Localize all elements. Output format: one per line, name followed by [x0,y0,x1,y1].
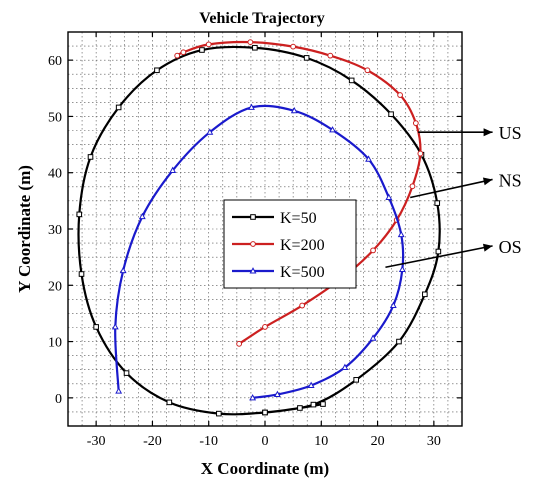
legend-label: K=50 [280,210,317,227]
data-point [389,301,397,309]
x-tick-label: 30 [427,434,441,449]
data-point [123,370,130,376]
y-tick-label: 60 [48,54,62,69]
annotation-arrow-head [482,177,493,186]
y-tick-label: 0 [55,392,62,407]
series-1 [76,44,442,417]
data-point [422,291,428,298]
data-point [369,334,377,341]
data-point [290,106,298,114]
data-point [307,381,315,388]
data-point [206,128,214,135]
data-point [409,183,416,190]
data-point [205,41,212,48]
data-point [249,394,257,401]
legend-swatch-marker [250,214,256,220]
data-point [138,212,146,220]
data-point [248,103,255,110]
annotation-arrow-line [410,178,493,199]
y-tick-label: 20 [48,279,62,294]
data-point [93,324,99,330]
data-point [348,77,355,84]
legend-swatch-marker [249,267,257,274]
data-point [329,126,336,133]
data-point [435,248,442,255]
data-point [370,247,376,254]
data-point [262,324,268,330]
y-tick-label: 30 [48,223,62,238]
data-point [412,120,419,127]
data-point [115,104,122,111]
data-point [397,92,403,98]
data-point [397,230,405,238]
data-point [216,410,222,417]
data-point [396,338,402,345]
data-point [417,150,424,157]
data-point [111,323,119,330]
data-point [398,265,406,273]
data-point [299,302,306,309]
series-layer [76,39,442,417]
x-tick-label: 0 [262,434,269,449]
x-tick-label: -10 [199,434,218,449]
legend-label: K=200 [280,237,325,254]
data-point [166,399,173,406]
series-3 [111,103,406,401]
data-point [303,55,310,61]
annotation-label: US [499,123,522,143]
data-point [252,44,258,51]
data-point [320,401,326,407]
data-point [327,52,334,59]
data-point [174,52,181,59]
data-point [273,390,281,397]
annotations: US NS OS [385,123,522,269]
axis-ticks: -30 -20 -10 0 10 20 30 0 10 20 30 40 50 60 [48,32,462,449]
chart-title: Vehicle Trajectory [199,10,324,27]
data-point [247,39,254,46]
data-point [119,266,127,274]
y-tick-label: 50 [48,110,62,125]
data-point [169,166,177,173]
data-point [365,155,373,162]
legend-swatch-marker [250,241,256,247]
x-tick-label: 20 [371,434,385,449]
data-point [434,200,441,206]
legend: K=50 K=200 K=500 [223,199,357,289]
data-point [341,363,349,370]
data-point [310,401,317,408]
data-point [297,405,303,411]
data-point [353,377,359,383]
x-tick-label: -30 [87,434,106,449]
data-point [262,409,268,416]
annotation-arrow-head [482,243,493,252]
data-point [364,67,371,74]
data-point [199,47,205,53]
y-tick-label: 10 [48,336,62,351]
x-axis-title: X Coordinate (m) [201,459,329,478]
data-point [76,211,83,218]
data-point [154,67,160,74]
y-tick-label: 40 [48,167,62,182]
y-axis-title: Y Coordinate (m) [15,165,34,293]
annotation-arrow-head [483,128,493,137]
annotation-label: NS [499,170,522,190]
annotation-arrow-line [385,245,493,269]
x-tick-label: 10 [314,434,328,449]
data-point [180,49,187,56]
data-point [87,154,94,160]
x-tick-label: -20 [143,434,162,449]
data-point [236,340,243,347]
data-point [78,271,85,277]
data-point [388,111,394,117]
data-point [385,193,393,200]
data-point [290,43,297,50]
legend-label: K=500 [280,264,325,281]
annotation-label: OS [499,237,522,257]
data-point [115,387,123,394]
